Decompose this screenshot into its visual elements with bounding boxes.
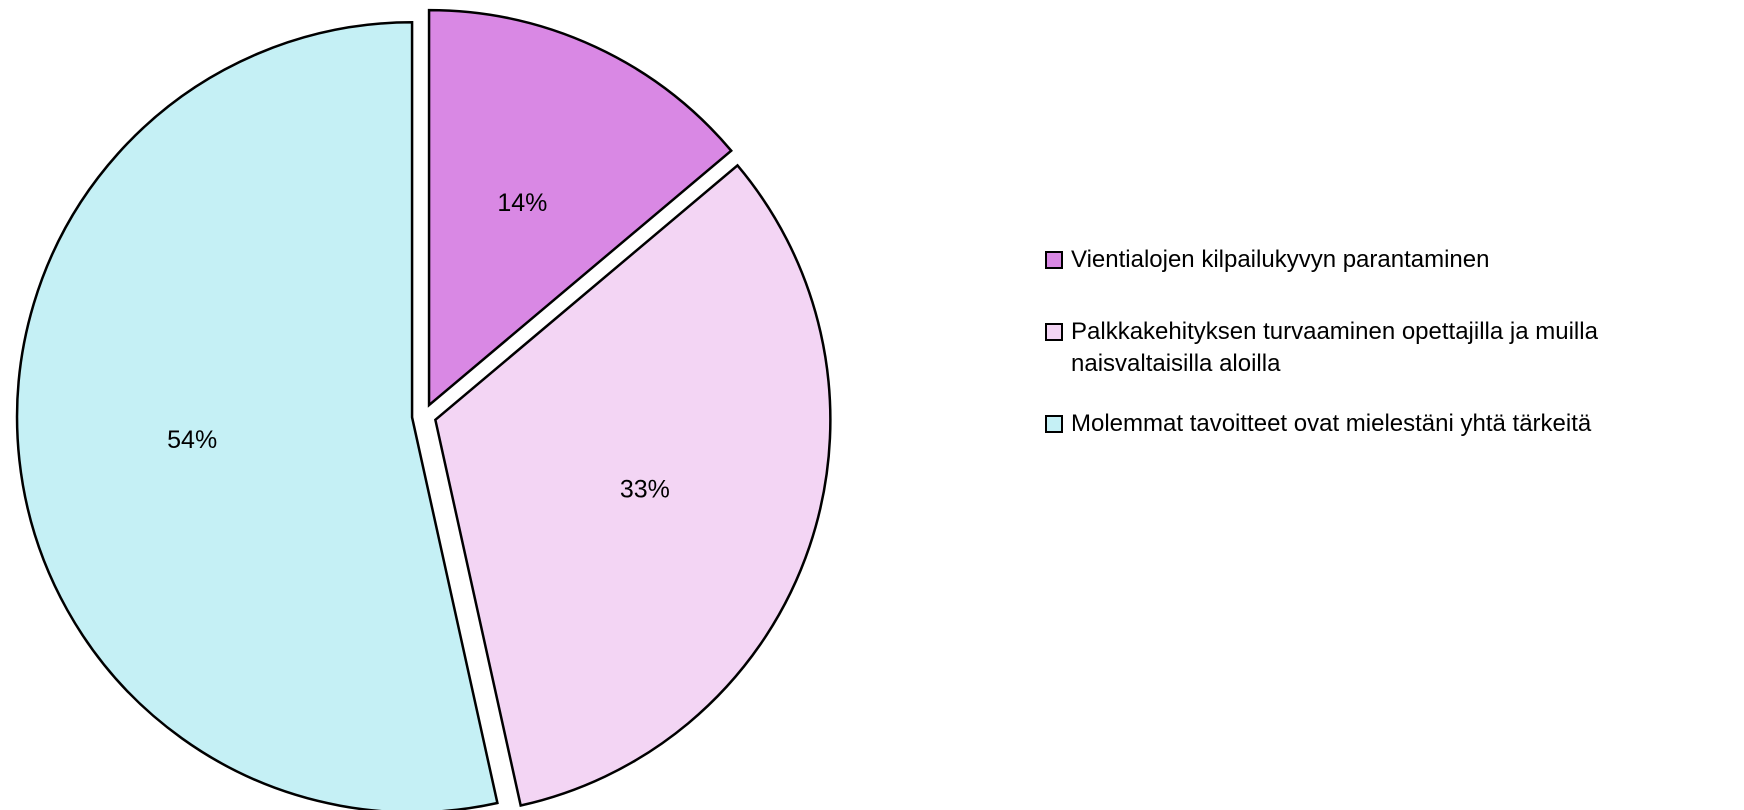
legend-item: Vientialojen kilpailukyvyn parantaminen [1045,244,1735,276]
legend-label: Vientialojen kilpailukyvyn parantaminen [1071,246,1490,273]
legend-label: Palkkakehityksen turvaaminen opettajilla… [1071,318,1598,377]
data-label: 14% [497,189,547,217]
legend-swatch [1045,251,1063,269]
data-label: 33% [620,475,670,503]
legend-item: Palkkakehityksen turvaaminen opettajilla… [1045,316,1735,380]
legend-label: Molemmat tavoitteet ovat mielestäni yhtä… [1071,410,1592,437]
legend-swatch [1045,415,1063,433]
pie-slice [427,8,733,408]
data-label: 54% [167,426,217,454]
legend: Vientialojen kilpailukyvyn parantaminen P… [1045,244,1735,480]
legend-item: Molemmat tavoitteet ovat mielestäni yhtä… [1045,408,1735,440]
pie-slice [15,21,499,810]
legend-swatch [1045,323,1063,341]
pie-slice [433,163,832,808]
